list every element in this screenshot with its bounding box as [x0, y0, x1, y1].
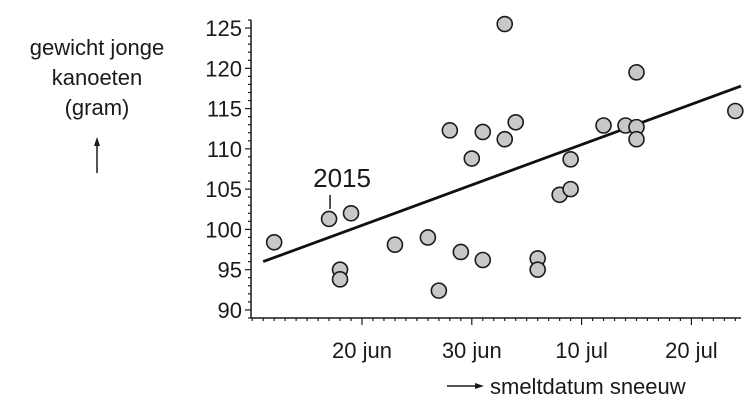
y-axis-arrow: [94, 137, 100, 173]
data-point: [463, 150, 481, 167]
data-point: [628, 130, 645, 148]
axes: 90 95 100 105 110 115 120 125 20 jun 30 jun 10 jul…: [205, 16, 741, 363]
data-point: [529, 261, 546, 278]
data-point: [452, 243, 470, 261]
trendline-group: [262, 84, 742, 263]
data-point: [265, 233, 283, 251]
y-tick-label: 100: [205, 217, 242, 242]
data-point: [441, 122, 459, 139]
y-tick-label: 115: [207, 97, 242, 122]
trendline: [262, 84, 742, 263]
data-point: [628, 64, 645, 81]
x-tick-label: 30 jun: [442, 338, 502, 363]
data-point: [507, 113, 525, 131]
y-axis-label-line: (gram): [65, 95, 130, 120]
y-tick-label: 125: [205, 16, 242, 41]
data-point: [419, 229, 437, 246]
x-axis-label-text: smeltdatum sneeuw: [490, 374, 686, 399]
annotation-label: 2015: [313, 163, 371, 193]
y-tick-label: 105: [205, 177, 242, 202]
y-axis-label: gewicht jonge kanoeten (gram): [30, 35, 165, 173]
y-tick-label: 90: [218, 298, 242, 323]
data-point: [496, 130, 514, 148]
x-tick-label: 20 jun: [332, 338, 392, 363]
data-point: [727, 102, 744, 120]
data-point: [562, 180, 579, 198]
data-point: [474, 123, 492, 141]
y-axis-label-line: kanoeten: [52, 65, 143, 90]
data-point: [342, 204, 360, 222]
data-point: [474, 251, 492, 269]
y-tick-label: 110: [207, 137, 242, 162]
y-tick-label: 120: [205, 56, 242, 81]
annotation-group: 2015: [313, 163, 371, 209]
x-tick-label: 10 jul: [555, 338, 608, 363]
data-point: [562, 151, 579, 168]
x-axis-label: smeltdatum sneeuw: [447, 374, 686, 399]
y-axis-label-line: gewicht jonge: [30, 35, 165, 60]
y-tick-label: 95: [218, 258, 242, 283]
data-point: [331, 271, 349, 288]
data-point: [430, 282, 448, 299]
x-tick-label: 20 jul: [665, 338, 718, 363]
points-group: [265, 15, 744, 299]
x-axis-arrow: [447, 383, 484, 389]
data-point: [595, 117, 612, 134]
data-point: [320, 210, 338, 228]
data-point: [386, 236, 404, 254]
data-point: [496, 15, 514, 33]
